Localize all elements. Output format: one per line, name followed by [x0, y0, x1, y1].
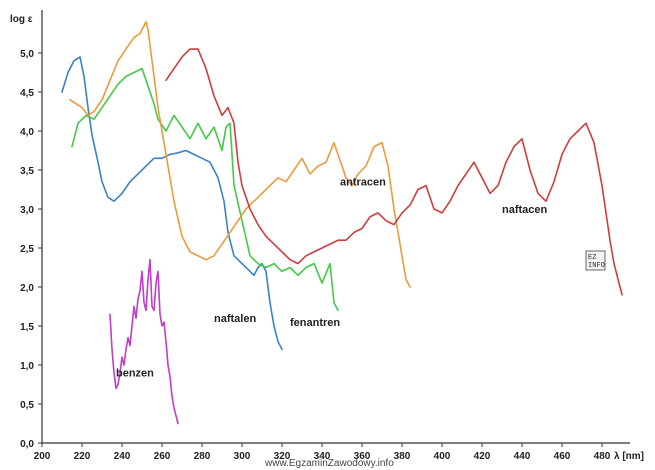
- series-line-naftalen: [61, 56, 283, 351]
- svg-text:INFO: INFO: [588, 262, 605, 270]
- y-tick-label: 3,5: [20, 166, 34, 177]
- y-tick-label: 5,0: [20, 49, 34, 60]
- series-label-benzen: benzen: [116, 368, 154, 380]
- x-tick-label: 380: [394, 451, 411, 462]
- y-tick-label: 2,5: [20, 244, 34, 255]
- x-tick-label: 320: [274, 451, 291, 462]
- y-tick-label: 2,0: [20, 283, 34, 294]
- x-tick-label: 360: [354, 451, 371, 462]
- y-tick-label: 4,5: [20, 88, 34, 99]
- x-tick-labels: 200 220 240 260 280 300 320 340 360 380 400 420 440 4…: [34, 443, 611, 462]
- series-label-fenantren: fenantren: [290, 317, 340, 329]
- x-tick-label: 400: [434, 451, 451, 462]
- info-badge-text: EZ: [588, 254, 596, 262]
- series-line-naftacen: [165, 48, 623, 296]
- y-tick-label: 4,0: [20, 127, 34, 138]
- x-tick-label: 240: [114, 451, 131, 462]
- series-line-benzen: [109, 258, 179, 425]
- info-badge: EZ INFO: [585, 250, 606, 271]
- x-axis-label: λ [nm]: [614, 451, 644, 462]
- x-tick-label: 280: [194, 451, 211, 462]
- y-tick-label: 3,0: [20, 205, 34, 216]
- series-label-antracen: antracen: [340, 177, 386, 189]
- y-tick-label: 0,5: [20, 400, 34, 411]
- x-tick-label: 300: [234, 451, 251, 462]
- y-tick-label: 1,5: [20, 322, 34, 333]
- series-label-naftacen: naftacen: [502, 204, 548, 216]
- x-tick-label: 420: [474, 451, 491, 462]
- x-tick-label: 460: [554, 451, 571, 462]
- series-line-antracen: [69, 21, 411, 288]
- watermark: www.EgzaminZawodowy.info: [264, 458, 394, 469]
- x-tick-label: 440: [514, 451, 531, 462]
- series-label-naftalen: naftalen: [214, 313, 256, 325]
- y-tick-label: 0,0: [20, 439, 34, 450]
- series-lines: [61, 21, 623, 425]
- x-tick-label: 480: [594, 451, 611, 462]
- y-tick-labels: 0,0 0,5 1,0 1,5 2,0 2,5 3,0 3,5 4,0 4,5 5,0: [20, 49, 42, 450]
- x-tick-label: 220: [74, 451, 91, 462]
- axes: [41, 10, 630, 444]
- x-tick-label: 260: [154, 451, 171, 462]
- series-labels: benzen naftalen fenantren antracen naftacen: [116, 177, 548, 380]
- y-axis-label: log ε: [10, 14, 33, 25]
- x-tick-label: 340: [314, 451, 331, 462]
- y-tick-label: 1,0: [20, 361, 34, 372]
- x-tick-label: 200: [34, 451, 51, 462]
- series-line-fenantren: [71, 67, 339, 312]
